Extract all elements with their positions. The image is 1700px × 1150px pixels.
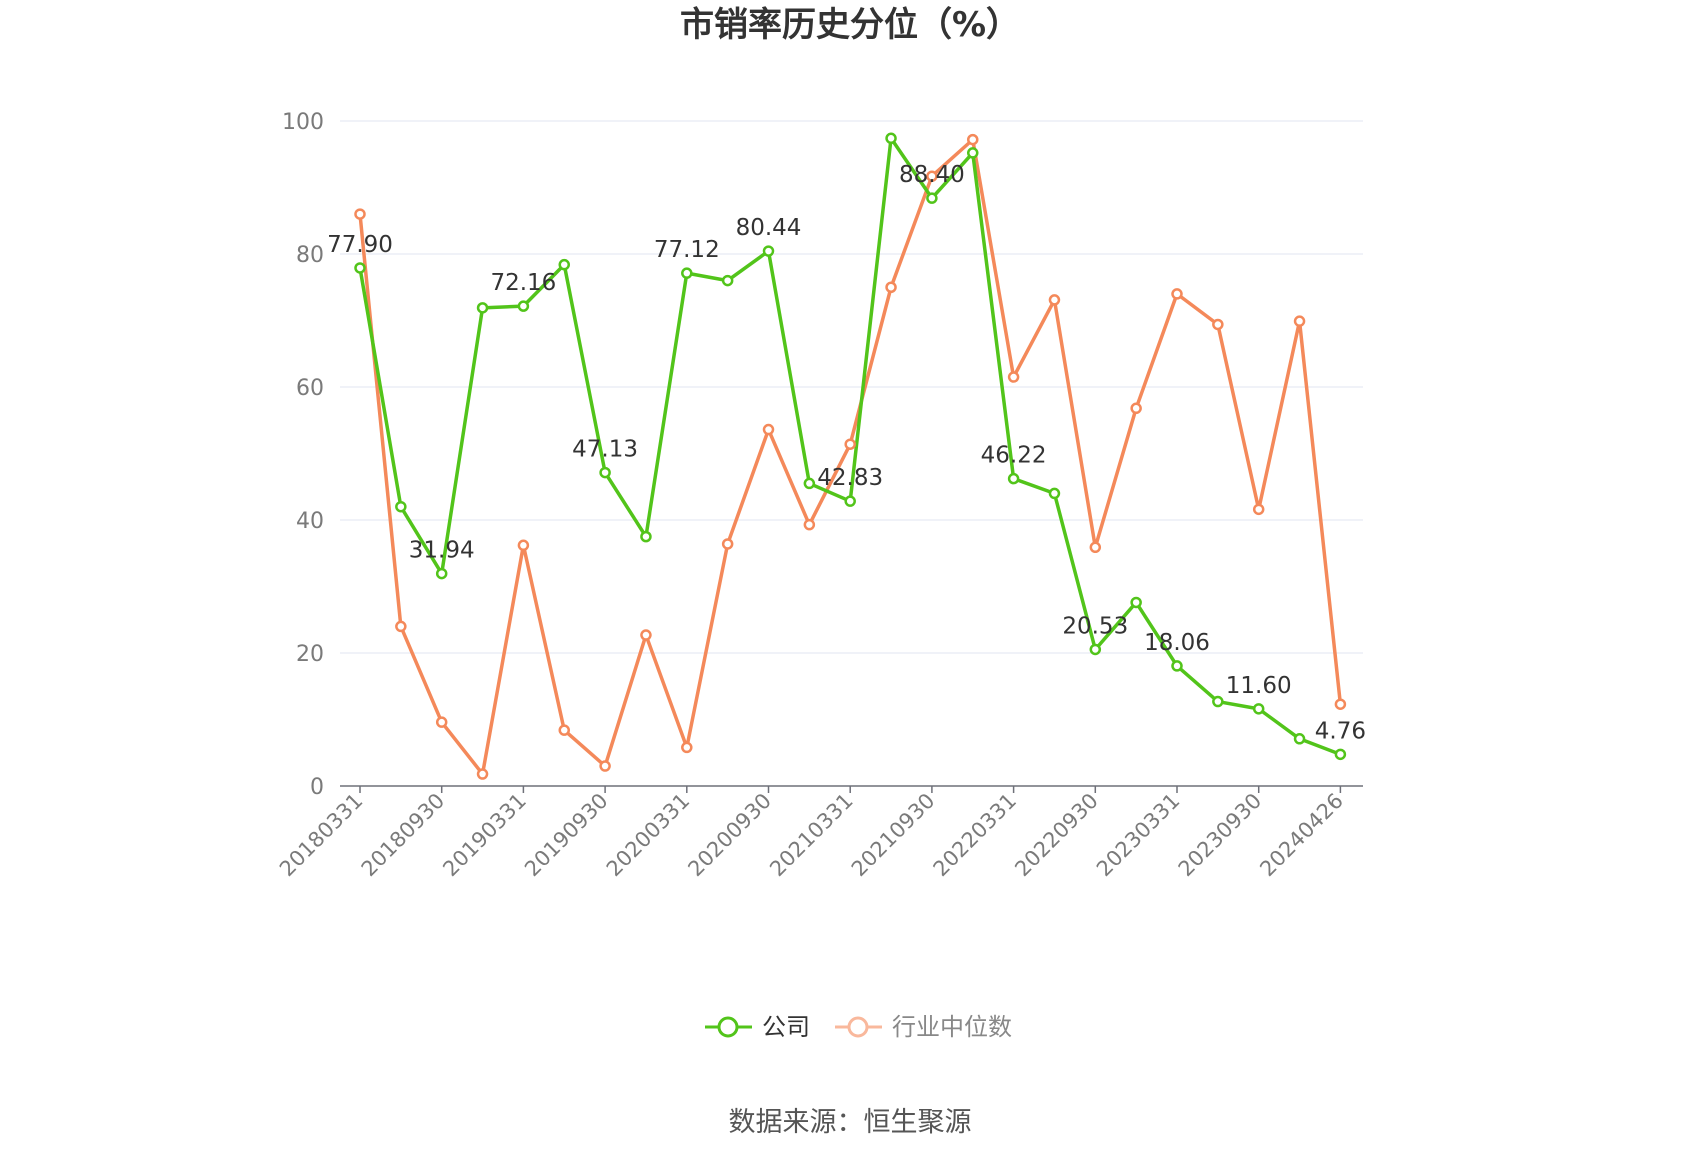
x-tick-label: 20210331 bbox=[765, 789, 858, 882]
grid bbox=[340, 120, 1363, 654]
data-point[interactable] bbox=[1252, 503, 1265, 516]
data-point[interactable] bbox=[885, 132, 897, 145]
data-point[interactable] bbox=[1130, 402, 1142, 415]
data-point[interactable] bbox=[435, 567, 448, 580]
y-tick-label: 20 bbox=[296, 642, 324, 667]
data-point[interactable] bbox=[1048, 487, 1061, 500]
data-point[interactable] bbox=[1252, 703, 1265, 715]
x-tick-label: 20200930 bbox=[683, 789, 776, 882]
data-label: 46.22 bbox=[981, 443, 1047, 469]
data-point[interactable] bbox=[476, 302, 489, 314]
y-tick-label: 0 bbox=[310, 775, 324, 800]
legend-label-industry-median: 行业中位数 bbox=[892, 1013, 1012, 1041]
x-tick-label: 20210930 bbox=[847, 789, 940, 882]
data-point[interactable] bbox=[762, 245, 775, 257]
legend-item-industry-median[interactable]: 行业中位数 bbox=[835, 1013, 1012, 1041]
data-label: 80.44 bbox=[736, 215, 802, 241]
data-point[interactable] bbox=[599, 760, 611, 772]
data-point[interactable] bbox=[1334, 698, 1347, 710]
data-label: 31.94 bbox=[409, 538, 475, 564]
data-point[interactable] bbox=[1089, 541, 1102, 554]
data-label: 77.90 bbox=[327, 232, 393, 258]
data-point[interactable] bbox=[1212, 318, 1224, 331]
x-tick-label: 20190930 bbox=[520, 789, 613, 882]
data-label: 11.60 bbox=[1226, 673, 1292, 699]
data-point[interactable] bbox=[558, 258, 570, 271]
data-label: 42.83 bbox=[817, 465, 883, 491]
y-tick-label: 80 bbox=[296, 243, 324, 268]
data-point[interactable] bbox=[558, 724, 570, 736]
data-point[interactable] bbox=[1007, 472, 1020, 485]
data-point[interactable] bbox=[354, 208, 366, 220]
data-point[interactable] bbox=[844, 495, 856, 507]
chart-title: 市销率历史分位（%） bbox=[680, 5, 1020, 45]
data-point[interactable] bbox=[762, 423, 775, 436]
data-label: 72.16 bbox=[490, 270, 556, 296]
data-point[interactable] bbox=[1048, 294, 1061, 306]
data-point[interactable] bbox=[517, 300, 530, 312]
x-tick-label: 20230331 bbox=[1092, 789, 1185, 882]
data-label: 20.53 bbox=[1062, 613, 1128, 639]
data-point[interactable] bbox=[1089, 643, 1102, 656]
data-label: 47.13 bbox=[572, 437, 638, 463]
x-tick-label: 20220930 bbox=[1010, 789, 1103, 882]
data-point[interactable] bbox=[1293, 315, 1306, 327]
x-tick-label: 20220331 bbox=[929, 789, 1022, 882]
y-tick-label: 60 bbox=[296, 376, 324, 401]
y-tick-label: 40 bbox=[296, 509, 324, 534]
data-point[interactable] bbox=[1171, 660, 1183, 672]
data-label: 4.76 bbox=[1315, 718, 1366, 744]
data-point[interactable] bbox=[354, 262, 366, 274]
x-tick-label: 20200331 bbox=[602, 789, 695, 882]
series-points bbox=[354, 132, 1347, 780]
data-point[interactable] bbox=[640, 530, 652, 543]
data-point[interactable] bbox=[1212, 695, 1224, 708]
data-point[interactable] bbox=[395, 620, 407, 633]
data-point[interactable] bbox=[476, 768, 489, 780]
data-point[interactable] bbox=[967, 147, 979, 159]
data-point[interactable] bbox=[967, 133, 979, 146]
series-lines bbox=[358, 136, 1343, 776]
data-point[interactable] bbox=[844, 438, 856, 450]
data-point[interactable] bbox=[681, 267, 693, 279]
data-point[interactable] bbox=[517, 539, 530, 552]
x-tick-label: 20230930 bbox=[1174, 789, 1267, 882]
data-point[interactable] bbox=[1130, 596, 1142, 609]
x-tick-label: 20180331 bbox=[275, 789, 368, 882]
data-point[interactable] bbox=[681, 741, 693, 754]
data-point[interactable] bbox=[803, 477, 816, 490]
x-tick-label: 20240426 bbox=[1255, 789, 1348, 882]
x-axis: 2018033120180930201903312019093020200331… bbox=[275, 785, 1363, 882]
data-point[interactable] bbox=[640, 629, 652, 641]
data-point[interactable] bbox=[1171, 288, 1183, 300]
y-tick-label: 100 bbox=[282, 110, 324, 135]
data-point[interactable] bbox=[885, 281, 897, 293]
x-tick-label: 20180930 bbox=[357, 789, 450, 882]
data-point[interactable] bbox=[721, 274, 734, 287]
y-axis: 0 20 40 60 80 100 bbox=[282, 110, 324, 800]
legend: 公司 行业中位数 bbox=[705, 1013, 1012, 1041]
legend-marker-industry-median bbox=[847, 1016, 869, 1038]
data-point[interactable] bbox=[1007, 371, 1020, 383]
data-label: 18.06 bbox=[1144, 630, 1210, 656]
legend-marker-company bbox=[717, 1016, 739, 1038]
data-label: 77.12 bbox=[654, 237, 720, 263]
x-tick-label: 20190331 bbox=[438, 789, 531, 882]
data-point[interactable] bbox=[803, 518, 816, 531]
data-labels: 77.90 31.94 72.16 47.13 77.12 80.44 42.83 88.40… bbox=[327, 162, 1366, 744]
legend-label-company: 公司 bbox=[762, 1013, 810, 1041]
data-point[interactable] bbox=[395, 500, 407, 513]
data-point[interactable] bbox=[1334, 748, 1347, 761]
data-point[interactable] bbox=[599, 466, 611, 479]
data-point[interactable] bbox=[1293, 733, 1306, 745]
data-point[interactable] bbox=[435, 716, 448, 728]
data-point[interactable] bbox=[926, 192, 938, 204]
data-point[interactable] bbox=[926, 170, 938, 182]
data-point[interactable] bbox=[721, 538, 734, 550]
legend-item-company[interactable]: 公司 bbox=[705, 1013, 810, 1041]
data-source: 数据来源：恒生聚源 bbox=[729, 1107, 972, 1138]
data-label: 88.40 bbox=[899, 162, 965, 188]
